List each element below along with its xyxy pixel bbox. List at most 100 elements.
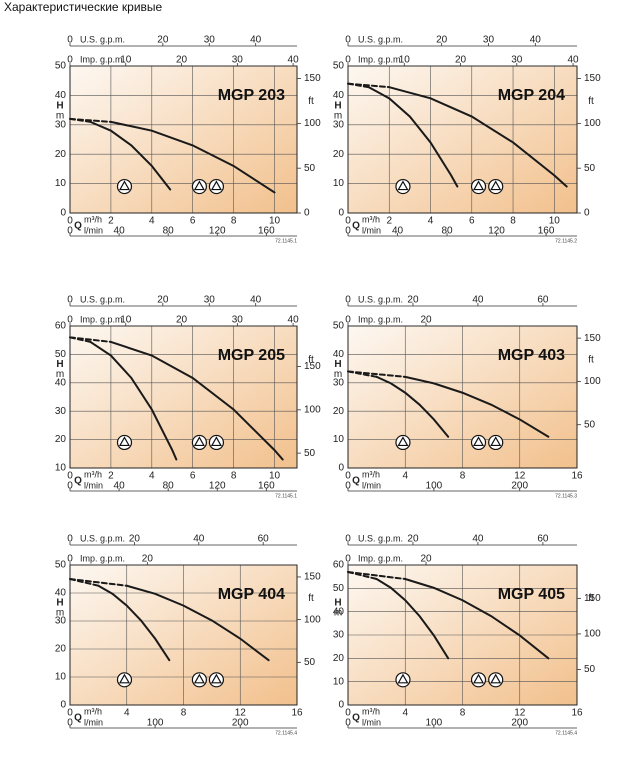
x-tick-label: 2 <box>386 216 392 227</box>
secondary-tick-label: 30 <box>232 315 244 326</box>
x-tick-label: 16 <box>571 471 583 482</box>
x-tick-label: 16 <box>291 708 303 719</box>
y-axis-unit: m <box>56 110 64 121</box>
secondary-axis-label: Imp. g.p.m. <box>80 553 125 563</box>
y-axis-unit: m <box>334 369 342 380</box>
y-tick-label: 60 <box>55 321 67 332</box>
y-tick-label: 0 <box>60 700 66 711</box>
y2-tick-label: 150 <box>584 333 601 344</box>
y2-tick-label: 50 <box>584 419 596 430</box>
y-tick-label: 10 <box>333 178 345 189</box>
y-tick-label: 20 <box>55 644 67 655</box>
secondary-axis-label: Imp. g.p.m. <box>358 314 403 324</box>
secondary-axis-label: U.S. g.p.m. <box>358 533 403 543</box>
y-axis-label: H <box>56 359 63 370</box>
x-tick-label: 6 <box>469 216 475 227</box>
secondary-tick-label: 60 <box>537 295 549 306</box>
pump-icon-triangle <box>193 180 205 191</box>
secondary-tick-label: 20 <box>407 295 419 306</box>
chart-title: MGP 404 <box>218 586 285 603</box>
x-axis-label: Q <box>352 221 360 232</box>
y-tick-label: 10 <box>55 672 67 683</box>
secondary-tick-label: 40 <box>472 295 484 306</box>
y2-axis-label: ft <box>308 355 314 366</box>
x-tick-label: 8 <box>460 471 466 482</box>
pump-icon-triangle <box>210 180 222 191</box>
secondary-tick-label: 100 <box>147 718 164 729</box>
pump-icon-triangle <box>473 673 485 684</box>
x-tick-label: 4 <box>402 471 408 482</box>
x-axis-label: Q <box>74 476 82 487</box>
secondary-axis-label: Imp. g.p.m. <box>80 54 125 64</box>
x-tick-label: 12 <box>514 708 526 719</box>
x-axis-label: Q <box>74 221 82 232</box>
x-tick-label: 16 <box>571 708 583 719</box>
y2-tick-label: 100 <box>304 118 321 129</box>
plot-background <box>348 66 577 213</box>
page-title: Характеристические кривые <box>4 0 163 14</box>
x-tick-label: 10 <box>549 216 561 227</box>
x-axis-label: Q <box>352 713 360 724</box>
y2-tick-label: 50 <box>304 448 316 459</box>
secondary-axis-label: U.S. g.p.m. <box>80 294 125 304</box>
secondary-tick-label: 0 <box>67 315 73 326</box>
pump-curve <box>347 82 391 89</box>
secondary-tick-label: 40 <box>114 481 126 492</box>
x-tick-label: 8 <box>510 216 516 227</box>
secondary-tick-label: 20 <box>407 534 419 545</box>
secondary-tick-label: 200 <box>511 718 528 729</box>
y-axis-unit: m <box>334 110 342 121</box>
secondary-tick-label: 0 <box>67 226 73 237</box>
secondary-tick-label: 20 <box>176 55 188 66</box>
secondary-tick-label: 30 <box>511 55 523 66</box>
y-tick-label: 10 <box>333 676 345 687</box>
y2-tick-label: 100 <box>304 614 321 625</box>
y-tick-label: 40 <box>333 349 345 360</box>
pump-curve <box>375 375 450 438</box>
pump-curve <box>69 117 112 123</box>
chart-code: 72.1145.4 <box>555 730 577 736</box>
y-tick-label: 40 <box>55 377 67 388</box>
secondary-tick-label: 0 <box>345 226 351 237</box>
y-tick-label: 10 <box>55 178 67 189</box>
y-tick-label: 50 <box>333 61 345 72</box>
x-axis-label: Q <box>352 476 360 487</box>
secondary-axis-label: Imp. g.p.m. <box>358 54 403 64</box>
secondary-tick-label: 0 <box>67 35 73 46</box>
y-axis-label: H <box>334 100 341 111</box>
secondary-tick-label: 40 <box>392 226 404 237</box>
plot-background <box>70 326 297 468</box>
y-tick-label: 30 <box>333 377 345 388</box>
x-axis-unit: m³/h <box>84 706 102 716</box>
chart-title: MGP 203 <box>218 87 285 104</box>
x-tick-label: 4 <box>149 216 155 227</box>
pump-curve <box>69 578 128 587</box>
pump-icon-triangle <box>397 673 409 684</box>
secondary-tick-label: 120 <box>488 226 505 237</box>
chart-code: 72.1145.1 <box>275 493 297 499</box>
secondary-tick-label: 40 <box>288 55 300 66</box>
x-tick-label: 2 <box>108 471 114 482</box>
secondary-tick-label: 0 <box>345 481 351 492</box>
x-axis-unit: m³/h <box>362 469 380 479</box>
y2-tick-label: 50 <box>304 163 316 174</box>
y-axis-unit: m <box>56 607 64 618</box>
y2-axis-label: ft <box>308 96 314 107</box>
y-tick-label: 0 <box>338 208 344 219</box>
pump-icon-triangle <box>118 436 131 447</box>
y2-tick-label: 150 <box>584 593 601 604</box>
y-tick-label: 40 <box>333 606 345 617</box>
y-axis-label: H <box>56 597 63 608</box>
secondary-tick-label: 200 <box>232 718 249 729</box>
pump-icon-triangle <box>473 436 485 447</box>
pump-curve <box>388 86 568 188</box>
pump-curve <box>375 578 450 660</box>
secondary-axis-label: l/min <box>362 225 381 235</box>
secondary-tick-label: 200 <box>511 481 528 492</box>
y2-tick-label: 100 <box>584 118 601 129</box>
y-tick-label: 0 <box>60 208 66 219</box>
y2-tick-label: 150 <box>304 361 321 372</box>
